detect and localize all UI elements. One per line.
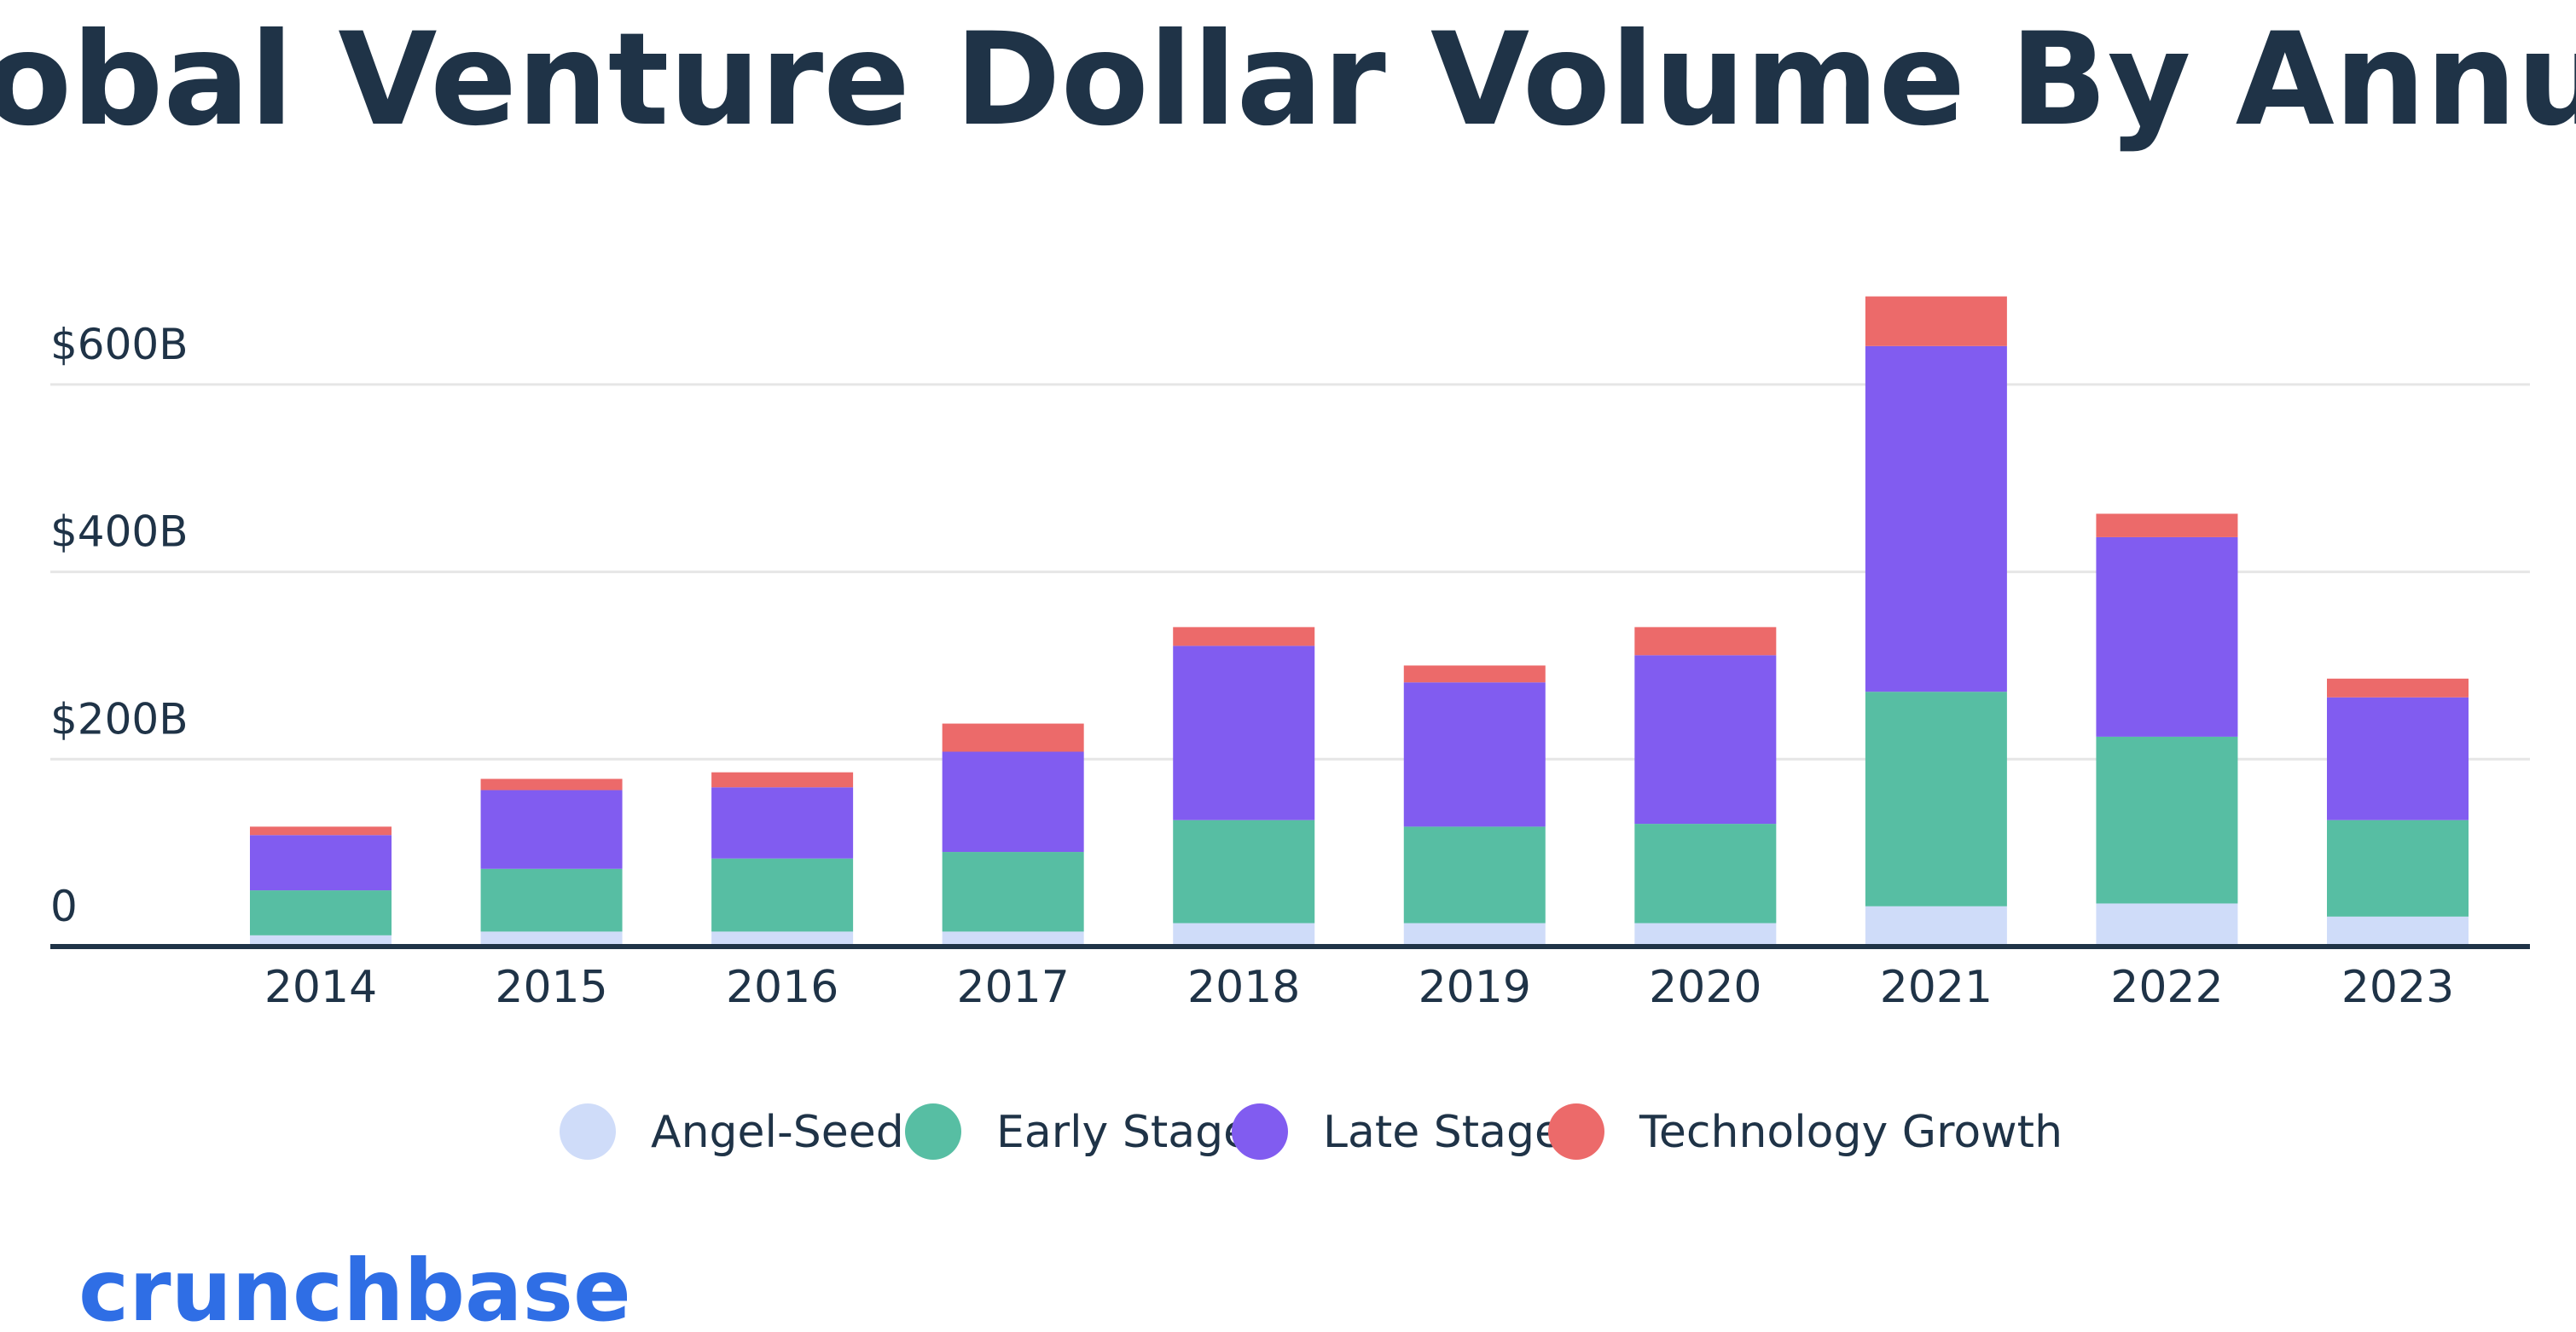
bar-segment (480, 790, 623, 869)
bar-segment (480, 868, 623, 932)
bar-segment (2327, 819, 2469, 917)
bar-segment (2327, 916, 2469, 947)
bar-segment (1403, 923, 1546, 947)
bar-segment (711, 772, 854, 788)
bar-segment (1634, 627, 1777, 656)
legend-swatch (905, 1103, 961, 1160)
bar-segment (1865, 692, 2007, 906)
legend-swatch (1548, 1103, 1604, 1160)
x-tick-label: 2014 (264, 962, 377, 1013)
bar-segment (1173, 627, 1315, 646)
bar-segment (2096, 903, 2238, 947)
x-tick-label: 2015 (495, 962, 607, 1013)
chart-title: Global Venture Dollar Volume By Annum (0, 6, 2576, 154)
y-tick-label: $200B (50, 694, 189, 744)
bar-segment (1865, 345, 2007, 692)
brand-logo: crunchbase (78, 1241, 631, 1332)
bar-segment (942, 852, 1084, 932)
y-tick-label: $600B (50, 320, 189, 369)
bar-segment (480, 779, 623, 791)
bar-segment (1634, 824, 1777, 924)
x-tick-label: 2018 (1187, 962, 1300, 1013)
legend-label: Early Stage (996, 1107, 1250, 1158)
bar-segment (250, 826, 392, 836)
bar-segment (1634, 655, 1777, 825)
legend-swatch (560, 1103, 616, 1160)
bar-segment (1173, 923, 1315, 947)
bar-segment (942, 751, 1084, 853)
legend-swatch (1232, 1103, 1288, 1160)
bar-segment (1173, 819, 1315, 924)
bar-segment (480, 931, 623, 947)
bar-segment (2096, 513, 2238, 537)
x-tick-label: 2022 (2110, 962, 2223, 1013)
bar-segment (1403, 826, 1546, 924)
x-tick-label: 2016 (726, 962, 838, 1013)
bar-segment (250, 890, 392, 935)
bar-segment (250, 835, 392, 891)
bar-segment (2096, 536, 2238, 737)
bar-segment (942, 723, 1084, 752)
bar-segment (1865, 906, 2007, 947)
bar-segment (2327, 678, 2469, 698)
bar-segment (711, 787, 854, 859)
bar-segment (1865, 296, 2007, 346)
bar-segment (2327, 697, 2469, 820)
legend-label: Angel-Seed (651, 1107, 904, 1158)
bar-segment (1403, 682, 1546, 827)
y-tick-label: 0 (50, 882, 78, 931)
bar-segment (250, 935, 392, 947)
x-tick-label: 2023 (2341, 962, 2454, 1013)
x-tick-label: 2020 (1649, 962, 1761, 1013)
x-tick-label: 2019 (1419, 962, 1531, 1013)
bar-segment (1634, 923, 1777, 947)
legend-label: Technology Growth (1639, 1107, 2063, 1158)
bar-segment (1403, 665, 1546, 683)
bar-segment (942, 931, 1084, 947)
x-tick-label: 2017 (956, 962, 1069, 1013)
y-tick-label: $400B (50, 507, 189, 557)
bar-segment (2096, 736, 2238, 904)
bar-segment (711, 931, 854, 947)
bar-segment (1173, 646, 1315, 820)
bar-segment (711, 858, 854, 932)
x-tick-label: 2021 (1880, 962, 1993, 1013)
legend-label: Late Stage (1323, 1107, 1562, 1158)
